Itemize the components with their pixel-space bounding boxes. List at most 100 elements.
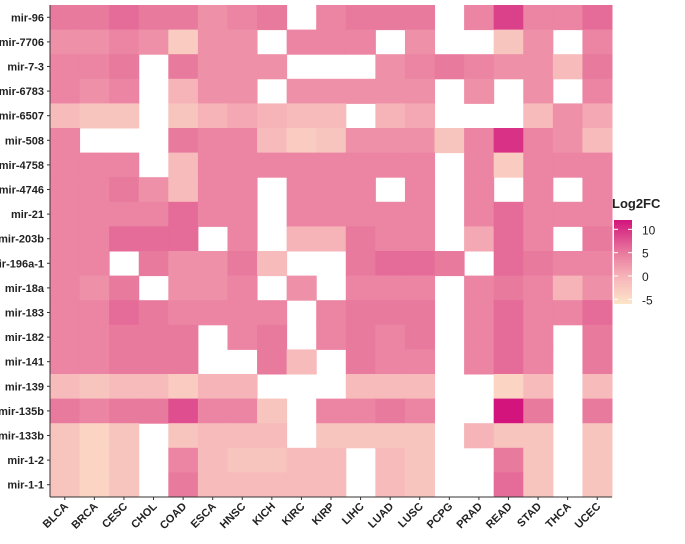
y-tick-label: mir-139 [5, 381, 44, 393]
heatmap-cell [404, 29, 436, 55]
heatmap-cell [50, 251, 81, 277]
heatmap-cell [552, 300, 583, 326]
y-tick-label: mir-96 [11, 12, 44, 24]
heatmap-cell [79, 152, 110, 178]
heatmap-cell [552, 54, 583, 80]
heatmap-cell [79, 78, 110, 104]
heatmap-cell [79, 374, 110, 400]
heatmap-cell [464, 152, 495, 178]
x-tick-label: STAD [515, 501, 544, 530]
heatmap-cell [375, 349, 406, 375]
heatmap-cell [197, 54, 228, 80]
y-tick-label: mir-6783 [0, 86, 44, 98]
heatmap-cell [257, 251, 288, 277]
heatmap-cell [464, 275, 495, 301]
x-tick-label: LUSC [396, 501, 426, 531]
heatmap-cell [50, 201, 81, 227]
heatmap-cell [50, 5, 81, 31]
heatmap-cell [404, 78, 436, 104]
heatmap-cell [375, 78, 406, 104]
heatmap-cell [404, 324, 436, 350]
heatmap-cell [286, 447, 317, 473]
heatmap-cell [316, 201, 347, 227]
x-tick-label: HNSC [218, 501, 249, 532]
heatmap-cell [582, 398, 613, 424]
heatmap-cell [197, 5, 228, 31]
heatmap-cell [345, 177, 376, 203]
heatmap-cell [493, 54, 524, 80]
heatmap-cell [168, 349, 199, 375]
heatmap-cell [582, 349, 613, 375]
heatmap-cell [582, 300, 613, 326]
heatmap-cell [523, 300, 554, 326]
heatmap-cell [375, 374, 406, 400]
heatmap-cell [197, 152, 228, 178]
heatmap-cell [404, 275, 436, 301]
heatmap-cell [50, 152, 81, 178]
heatmap-cell [257, 300, 288, 326]
heatmap-cell [404, 54, 436, 80]
heatmap-cell [168, 300, 199, 326]
heatmap-cell [168, 423, 199, 449]
y-tick-label: mir-7706 [0, 37, 44, 49]
x-tick-label: KIRP [310, 501, 337, 528]
heatmap-cell [552, 251, 583, 277]
y-tick-label: mir-7-3 [7, 62, 44, 74]
heatmap-cell [493, 398, 524, 424]
heatmap-cell [375, 251, 406, 277]
y-tick-label: mir-1-1 [7, 480, 44, 492]
heatmap-cell [464, 128, 495, 154]
heatmap-cell [404, 226, 436, 252]
heatmap-cell [79, 472, 110, 498]
heatmap-cell [257, 349, 288, 375]
heatmap-cell [109, 374, 140, 400]
x-tick-label: ESCA [189, 501, 219, 531]
heatmap-cell [227, 201, 258, 227]
heatmap-cell [79, 54, 110, 80]
y-tick-label: mir-508 [5, 135, 44, 147]
heatmap-cell [434, 54, 465, 80]
heatmap-cell [257, 472, 288, 498]
heatmap-cell [79, 300, 110, 326]
heatmap-cell [168, 324, 199, 350]
heatmap-cell [168, 54, 199, 80]
x-tick-label: KIRC [280, 501, 308, 529]
heatmap-cell [404, 5, 436, 31]
heatmap-cell [493, 374, 524, 400]
heatmap-cell [523, 251, 554, 277]
heatmap-cell [345, 29, 376, 55]
heatmap-cell [582, 29, 613, 55]
x-tick-label: CHOL [129, 500, 160, 531]
heatmap-cell [375, 152, 406, 178]
heatmap-cell [168, 78, 199, 104]
heatmap-cell [50, 447, 81, 473]
heatmap-cell [345, 251, 376, 277]
x-tick-label: PCPG [425, 501, 456, 532]
heatmap-cell [109, 5, 140, 31]
heatmap-cell [404, 349, 436, 375]
heatmap-cell [464, 201, 495, 227]
heatmap-cell [168, 201, 199, 227]
x-tick-label: READ [484, 501, 515, 532]
y-tick-label: mir-6507 [0, 111, 44, 123]
heatmap-cell [168, 226, 199, 252]
heatmap-cell [464, 324, 495, 350]
heatmap-cell [316, 29, 347, 55]
y-tick-label: mir-141 [5, 357, 44, 369]
heatmap-cell [50, 29, 81, 55]
heatmap-cell [50, 472, 81, 498]
heatmap-cell [109, 29, 140, 55]
heatmap-cell [582, 447, 613, 473]
x-tick-label: CESC [100, 501, 130, 531]
heatmap-cell [493, 251, 524, 277]
heatmap-cell [197, 398, 228, 424]
heatmap-cell [168, 275, 199, 301]
heatmap-cell [197, 29, 228, 55]
heatmap-cell [345, 423, 376, 449]
heatmap-cell [227, 128, 258, 154]
heatmap-cell [523, 152, 554, 178]
heatmap-cell [197, 201, 228, 227]
y-tick-label: mir-21 [11, 209, 44, 221]
heatmap-cell [79, 349, 110, 375]
heatmap-cell [464, 300, 495, 326]
